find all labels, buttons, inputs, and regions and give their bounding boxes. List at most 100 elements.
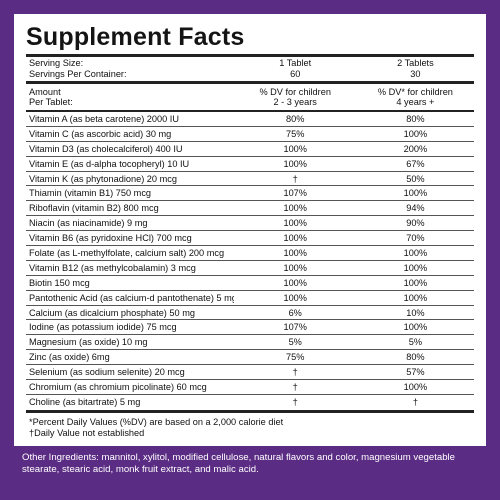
nutrient-dv-4: 67% bbox=[406, 158, 425, 169]
nutrient-row: Chromium (as chromium picolinate) 60 mcg… bbox=[26, 380, 474, 395]
nutrient-name: Choline (as bitartrate) 5 mg bbox=[29, 397, 141, 408]
nutrient-dv-2-3: 100% bbox=[283, 262, 307, 273]
nutrient-dv-4: 50% bbox=[406, 173, 425, 184]
servings-per-container-2-3: 60 bbox=[290, 68, 301, 79]
nutrient-dv-4: 94% bbox=[406, 203, 425, 214]
nutrient-dv-4: 5% bbox=[408, 337, 423, 348]
nutrient-name: Selenium (as sodium selenite) 20 mcg bbox=[29, 367, 185, 378]
nutrient-dv-4: 80% bbox=[406, 352, 425, 363]
nutrient-dv-4: 100% bbox=[403, 322, 428, 333]
nutrient-dv-2-3: 100% bbox=[283, 292, 307, 303]
amount-header-line2: Per Tablet: bbox=[29, 97, 73, 107]
nutrient-name: Thiamin (vitamin B1) 750 mcg bbox=[29, 188, 152, 199]
nutrient-dv-2-3: † bbox=[292, 173, 298, 184]
nutrient-table: Vitamin A (as beta carotene) 2000 IU 80% 8… bbox=[26, 112, 474, 410]
servings-per-container-label: Servings Per Container: bbox=[29, 68, 127, 79]
nutrient-row: Thiamin (vitamin B1) 750 mcg 107% 100% bbox=[26, 186, 474, 202]
nutrient-row: Vitamin E (as d-alpha tocopheryl) 10 IU 1… bbox=[26, 157, 474, 172]
nutrient-name: Vitamin A (as beta carotene) 2000 IU bbox=[29, 113, 179, 124]
dagger-footnote: †Daily Value not established bbox=[29, 427, 145, 438]
dv-2-3-header-line2: 2 - 3 years bbox=[273, 97, 317, 107]
nutrient-name: Vitamin B12 (as methylcobalamin) 3 mcg bbox=[29, 262, 196, 273]
nutrient-dv-2-3: 107% bbox=[283, 322, 307, 333]
nutrient-row: Niacin (as niacinamide) 9 mg 100% 90% bbox=[26, 216, 474, 232]
nutrient-name: Pantothenic Acid (as calcium-d pantothen… bbox=[29, 292, 234, 303]
dv-4-header: % DV* for children 4 years + bbox=[357, 87, 474, 107]
nutrient-dv-2-3: 100% bbox=[283, 158, 307, 169]
nutrient-dv-4: 100% bbox=[403, 247, 428, 258]
nutrient-dv-2-3: 80% bbox=[286, 113, 305, 124]
nutrient-name: Iodine (as potassium iodide) 75 mcg bbox=[29, 322, 177, 333]
nutrient-dv-4: 10% bbox=[406, 307, 425, 318]
nutrient-dv-2-3: † bbox=[292, 397, 298, 408]
nutrient-row: Magnesium (as oxide) 10 mg 5% 5% bbox=[26, 335, 474, 351]
serving-size-row: Serving Size: 1 Tablet 2 Tablets bbox=[26, 57, 474, 68]
nutrient-dv-4: 80% bbox=[406, 113, 425, 124]
nutrient-row: Calcium (as dicalcium phosphate) 50 mg 6%… bbox=[26, 306, 474, 321]
dv-4-header-line1: % DV* for children bbox=[377, 87, 453, 97]
nutrient-dv-4: 70% bbox=[406, 233, 425, 244]
nutrient-row: Riboflavin (vitamin B2) 800 mcg 100% 94% bbox=[26, 201, 474, 217]
amount-header: Amount Per Tablet: bbox=[26, 87, 234, 107]
nutrient-row: Iodine (as potassium iodide) 75 mcg 107% 1… bbox=[26, 320, 474, 336]
nutrient-dv-4: 100% bbox=[403, 292, 428, 303]
dv-2-3-header-line1: % DV for children bbox=[259, 87, 331, 97]
nutrient-row: Biotin 150 mcg 100% 100% bbox=[26, 276, 474, 291]
panel-title: Supplement Facts bbox=[26, 23, 245, 51]
servings-per-container-4: 30 bbox=[410, 68, 421, 79]
nutrient-dv-4: 200% bbox=[403, 143, 428, 154]
nutrient-dv-2-3: 100% bbox=[283, 233, 307, 244]
nutrient-dv-2-3: 75% bbox=[286, 128, 305, 139]
nutrient-dv-2-3: 6% bbox=[288, 307, 302, 318]
nutrient-name: Vitamin D3 (as cholecalciferol) 400 IU bbox=[29, 143, 183, 154]
nutrient-dv-4: 100% bbox=[403, 277, 428, 288]
nutrient-name: Vitamin E (as d-alpha tocopheryl) 10 IU bbox=[29, 158, 190, 169]
nutrient-dv-2-3: 5% bbox=[288, 337, 302, 348]
nutrient-dv-4: 100% bbox=[403, 188, 428, 199]
nutrient-name: Calcium (as dicalcium phosphate) 50 mg bbox=[29, 307, 195, 318]
other-ingredients: Other Ingredients: mannitol, xylitol, mo… bbox=[22, 452, 456, 475]
nutrient-name: Vitamin K (as phytonadione) 20 mcg bbox=[29, 173, 177, 184]
nutrient-name: Chromium (as chromium picolinate) 60 mcg bbox=[29, 381, 207, 392]
nutrient-dv-4: 100% bbox=[403, 262, 428, 273]
column-header-row: Amount Per Tablet: % DV for children 2 -… bbox=[26, 84, 474, 110]
nutrient-row: Vitamin B12 (as methylcobalamin) 3 mcg 10… bbox=[26, 261, 474, 276]
nutrient-dv-4: 100% bbox=[403, 381, 428, 392]
nutrient-row: Vitamin C (as ascorbic acid) 30 mg 75% 100… bbox=[26, 127, 474, 142]
nutrient-dv-4: 100% bbox=[403, 128, 428, 139]
nutrient-dv-4: † bbox=[412, 397, 418, 408]
serving-rule bbox=[26, 81, 474, 84]
amount-header-line1: Amount bbox=[29, 87, 61, 97]
nutrient-dv-2-3: † bbox=[292, 381, 298, 392]
nutrient-dv-2-3: † bbox=[292, 367, 298, 378]
nutrient-dv-2-3: 75% bbox=[286, 352, 305, 363]
nutrient-name: Niacin (as niacinamide) 9 mg bbox=[29, 218, 148, 229]
dv-4-header-line2: 4 years + bbox=[396, 97, 435, 107]
nutrient-row: Vitamin K (as phytonadione) 20 mcg † 50% bbox=[26, 172, 474, 187]
nutrient-name: Vitamin B6 (as pyridoxine HCl) 700 mcg bbox=[29, 233, 192, 244]
nutrient-dv-2-3: 100% bbox=[283, 143, 307, 154]
nutrient-row: Zinc (as oxide) 6mg 75% 80% bbox=[26, 350, 474, 366]
nutrient-dv-4: 90% bbox=[406, 218, 425, 229]
nutrient-dv-2-3: 100% bbox=[283, 247, 307, 258]
nutrient-row: Vitamin A (as beta carotene) 2000 IU 80% 8… bbox=[26, 112, 474, 127]
nutrient-dv-2-3: 100% bbox=[283, 218, 307, 229]
nutrient-row: Choline (as bitartrate) 5 mg † † bbox=[26, 395, 474, 410]
nutrient-name: Zinc (as oxide) 6mg bbox=[29, 352, 110, 363]
serving-size-4: 2 Tablets bbox=[397, 57, 434, 68]
nutrient-row: Vitamin B6 (as pyridoxine HCl) 700 mcg 10… bbox=[26, 231, 474, 247]
table-bottom-rule bbox=[26, 409, 474, 413]
nutrient-dv-2-3: 100% bbox=[283, 203, 307, 214]
nutrient-row: Folate (as L-methylfolate, calcium salt)… bbox=[26, 246, 474, 261]
nutrient-name: Folate (as L-methylfolate, calcium salt)… bbox=[29, 247, 225, 258]
percent-dv-footnote: *Percent Daily Values (%DV) are based on… bbox=[29, 416, 284, 427]
nutrient-dv-2-3: 100% bbox=[283, 277, 307, 288]
nutrient-name: Biotin 150 mcg bbox=[29, 277, 90, 288]
nutrient-row: Selenium (as sodium selenite) 20 mcg † 57% bbox=[26, 365, 474, 381]
supplement-facts-panel: Supplement Facts Serving Size: 1 Tablet … bbox=[14, 14, 486, 446]
nutrient-row: Pantothenic Acid (as calcium-d pantothen… bbox=[26, 291, 474, 306]
nutrient-dv-4: 57% bbox=[406, 367, 425, 378]
dv-2-3-header: % DV for children 2 - 3 years bbox=[234, 87, 357, 107]
servings-per-container-row: Servings Per Container: 60 30 bbox=[26, 68, 474, 79]
nutrient-row: Vitamin D3 (as cholecalciferol) 400 IU 10… bbox=[26, 142, 474, 157]
